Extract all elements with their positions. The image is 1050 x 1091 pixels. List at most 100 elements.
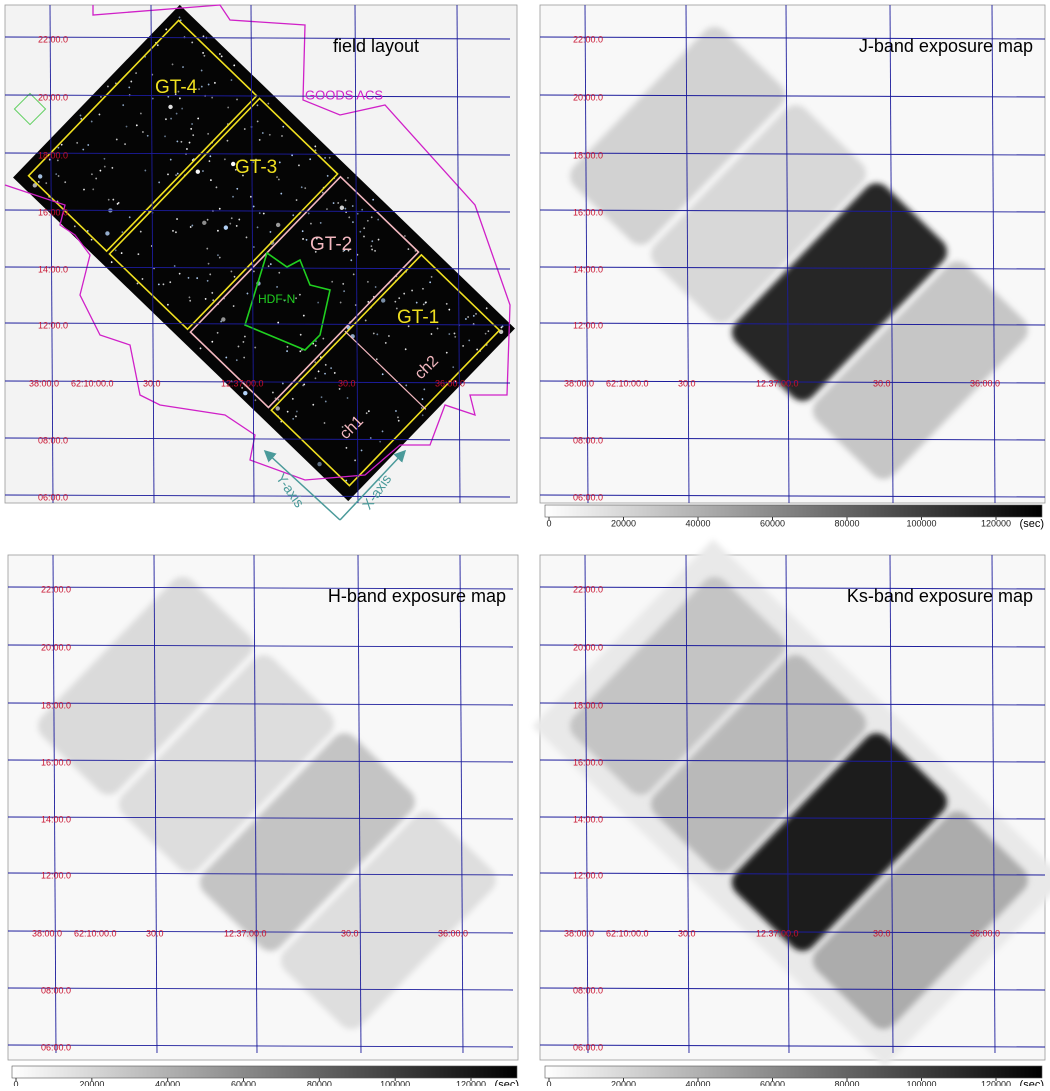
star <box>83 188 85 191</box>
star <box>367 300 370 303</box>
panel-content: 22:00.0 20:00.0 18:00.0 16:00.0 14:00.0 12:00… <box>7 554 514 1054</box>
ra-label: 36:00.0 <box>970 378 1000 388</box>
star <box>326 174 329 177</box>
star <box>136 282 139 285</box>
star <box>339 301 342 304</box>
star <box>169 281 172 284</box>
ra-label: 62:10:00.0 <box>71 378 114 388</box>
star <box>346 397 349 399</box>
star <box>151 97 154 100</box>
star <box>164 135 166 138</box>
field-frame <box>570 26 1028 480</box>
star <box>376 333 379 336</box>
star <box>120 252 123 254</box>
grid-line <box>991 4 996 504</box>
axis-arrow <box>263 449 341 521</box>
dec-label: 06:00.0 <box>41 1042 71 1052</box>
grid-line <box>49 4 54 504</box>
dec-label: 16:00.0 <box>41 757 71 767</box>
image-background <box>13 4 515 502</box>
star <box>338 388 341 390</box>
star <box>256 226 259 229</box>
star <box>317 370 320 373</box>
star <box>254 399 257 402</box>
star <box>377 238 380 241</box>
star <box>305 238 308 241</box>
star <box>295 199 298 201</box>
colorbar-tick-label: 0 <box>13 1079 18 1086</box>
star <box>76 141 79 144</box>
star <box>217 254 219 257</box>
star <box>420 407 423 409</box>
star <box>220 320 223 323</box>
star <box>121 231 124 233</box>
field-frame <box>38 576 496 1030</box>
dec-label: 12:00.0 <box>573 870 603 880</box>
star <box>324 363 327 366</box>
star <box>169 158 172 161</box>
star <box>256 120 259 123</box>
star <box>203 54 206 57</box>
star <box>372 198 375 201</box>
star <box>425 301 427 304</box>
star <box>275 222 281 228</box>
grid-line <box>153 554 158 1054</box>
star <box>82 148 85 151</box>
goods-outline <box>4 4 511 481</box>
star <box>372 332 375 335</box>
star <box>295 410 298 413</box>
dec-label: 20:00.0 <box>573 92 603 102</box>
grid-line <box>150 4 155 504</box>
ra-label: 30.0 <box>338 378 356 388</box>
grid-line <box>456 4 461 504</box>
grid-line <box>539 644 1046 648</box>
star <box>302 238 304 240</box>
star <box>464 318 467 320</box>
grid-line <box>539 266 1046 270</box>
field-frame <box>13 4 515 502</box>
grid-line <box>539 437 1046 441</box>
grid-line <box>7 930 514 934</box>
star <box>202 170 204 172</box>
star <box>130 80 133 83</box>
star <box>333 372 336 374</box>
star <box>141 278 144 280</box>
grid-line <box>539 702 1046 706</box>
dec-label: 18:00.0 <box>41 700 71 710</box>
star <box>342 282 345 285</box>
star <box>215 186 218 189</box>
star <box>337 202 340 204</box>
star <box>405 384 408 387</box>
grid-line <box>539 322 1046 326</box>
star <box>381 430 384 433</box>
panel-title: H-band exposure map <box>328 586 506 606</box>
star <box>267 265 270 268</box>
star <box>286 350 288 353</box>
star <box>90 238 93 241</box>
star <box>107 85 109 88</box>
ra-label: 62:10:00.0 <box>606 378 649 388</box>
ra-label: 38:00.0 <box>29 378 59 388</box>
star <box>176 140 179 143</box>
dec-label: 16:00.0 <box>573 757 603 767</box>
star <box>191 123 193 125</box>
star <box>179 97 181 100</box>
grid-line <box>4 152 511 156</box>
star <box>229 222 232 225</box>
star <box>175 231 177 234</box>
colorbar-tick-label: 100000 <box>380 1079 410 1086</box>
grid-line <box>584 554 589 1054</box>
star <box>256 104 259 107</box>
star <box>198 88 200 91</box>
colorbar-unit: (sec) <box>1020 518 1044 530</box>
panel-title: J-band exposure map <box>859 36 1033 56</box>
star <box>323 422 326 424</box>
star <box>200 85 203 88</box>
star <box>286 410 289 413</box>
star <box>315 237 318 240</box>
star <box>178 16 181 19</box>
star <box>207 132 210 135</box>
star <box>200 69 203 72</box>
layout-panel: 22:00.0 20:00.0 18:00.0 16:00.0 14:00.0 12:00… <box>4 4 518 504</box>
field-label: GT-4 <box>155 77 198 98</box>
